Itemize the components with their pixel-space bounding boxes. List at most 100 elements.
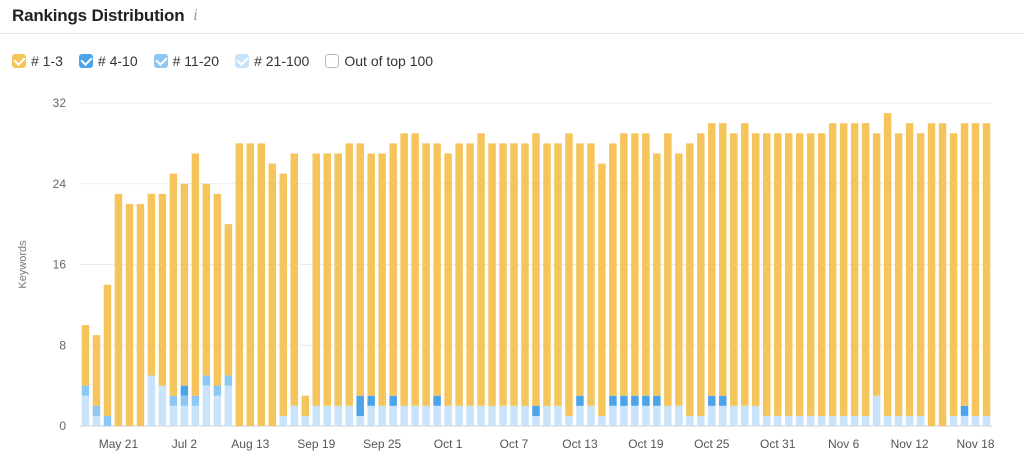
bar-segment[interactable] — [664, 133, 672, 406]
bar-segment[interactable] — [686, 415, 694, 426]
bar-segment[interactable] — [850, 123, 859, 416]
bar-segment[interactable] — [92, 415, 101, 426]
bar-segment[interactable] — [345, 405, 353, 426]
bar-segment[interactable] — [576, 143, 584, 396]
bar-segment[interactable] — [356, 143, 364, 396]
bar-segment[interactable] — [279, 173, 288, 416]
bar-segment[interactable] — [312, 405, 320, 426]
bar-segment[interactable] — [850, 415, 859, 426]
bar-segment[interactable] — [213, 385, 222, 396]
bar-segment[interactable] — [114, 193, 123, 426]
bar-segment[interactable] — [741, 405, 749, 426]
bar-segment[interactable] — [356, 415, 364, 426]
bar-segment[interactable] — [103, 284, 112, 416]
bar-segment[interactable] — [224, 375, 233, 386]
bar-segment[interactable] — [576, 405, 584, 426]
legend-item-top3[interactable]: # 1-3 — [12, 53, 63, 69]
bar-segment[interactable] — [191, 395, 200, 406]
legend-item-out-of-top100[interactable]: Out of top 100 — [325, 53, 433, 69]
bar-segment[interactable] — [389, 405, 397, 426]
bar-segment[interactable] — [982, 415, 991, 426]
bar-segment[interactable] — [675, 405, 683, 426]
bar-segment[interactable] — [477, 405, 485, 426]
bar-segment[interactable] — [565, 133, 573, 416]
bar-segment[interactable] — [488, 405, 496, 426]
bar-segment[interactable] — [202, 375, 211, 386]
bar-segment[interactable] — [773, 415, 782, 426]
bar-segment[interactable] — [839, 123, 848, 416]
bar-segment[interactable] — [279, 415, 288, 426]
bar-segment[interactable] — [653, 153, 661, 396]
bar-segment[interactable] — [400, 133, 408, 406]
bar-segment[interactable] — [971, 123, 980, 416]
checkbox-unchecked-icon[interactable] — [325, 54, 340, 68]
bar-segment[interactable] — [938, 123, 947, 426]
bar-segment[interactable] — [235, 143, 244, 426]
bar-segment[interactable] — [686, 143, 694, 416]
bar-segment[interactable] — [543, 143, 551, 406]
bar-segment[interactable] — [477, 133, 485, 406]
bar-segment[interactable] — [136, 203, 145, 426]
bar-segment[interactable] — [81, 325, 90, 386]
bar-segment[interactable] — [92, 405, 101, 416]
bar-segment[interactable] — [708, 395, 716, 406]
bar-segment[interactable] — [334, 153, 342, 406]
bar-segment[interactable] — [433, 405, 441, 426]
bar-segment[interactable] — [169, 405, 178, 426]
bar-segment[interactable] — [598, 415, 606, 426]
bar-segment[interactable] — [784, 415, 793, 426]
bar-segment[interactable] — [367, 405, 375, 426]
info-icon[interactable]: i — [193, 8, 198, 24]
bar-segment[interactable] — [147, 193, 156, 376]
bar-segment[interactable] — [828, 415, 837, 426]
bar-segment[interactable] — [620, 395, 628, 406]
bar-segment[interactable] — [323, 405, 331, 426]
bar-segment[interactable] — [587, 143, 595, 406]
bar-segment[interactable] — [719, 395, 727, 406]
bar-segment[interactable] — [301, 415, 309, 426]
bar-segment[interactable] — [246, 143, 255, 426]
bar-segment[interactable] — [411, 133, 419, 406]
bar-segment[interactable] — [773, 133, 782, 416]
bar-segment[interactable] — [334, 405, 342, 426]
bar-segment[interactable] — [949, 415, 958, 426]
bar-segment[interactable] — [290, 405, 299, 426]
bar-segment[interactable] — [455, 405, 463, 426]
bar-segment[interactable] — [521, 143, 529, 406]
bar-segment[interactable] — [905, 123, 914, 416]
bar-segment[interactable] — [224, 224, 233, 376]
bar-segment[interactable] — [620, 133, 628, 396]
bar-segment[interactable] — [982, 123, 991, 416]
bar-segment[interactable] — [158, 193, 167, 386]
bar-segment[interactable] — [960, 123, 969, 406]
bar-segment[interactable] — [466, 405, 474, 426]
bar-segment[interactable] — [817, 415, 826, 426]
checkbox-checked-icon[interactable] — [235, 53, 250, 68]
bar-segment[interactable] — [861, 123, 870, 416]
bar-segment[interactable] — [675, 153, 683, 406]
bar-segment[interactable] — [719, 405, 727, 426]
bar-segment[interactable] — [389, 395, 397, 406]
bar-segment[interactable] — [927, 123, 936, 426]
bar-segment[interactable] — [213, 395, 222, 426]
bar-segment[interactable] — [191, 405, 200, 426]
bar-segment[interactable] — [532, 133, 540, 406]
bar-segment[interactable] — [213, 193, 222, 386]
bar-segment[interactable] — [103, 415, 112, 426]
bar-segment[interactable] — [883, 113, 892, 416]
bar-segment[interactable] — [356, 395, 364, 416]
bar-segment[interactable] — [697, 133, 705, 416]
bar-segment[interactable] — [916, 133, 925, 416]
bar-segment[interactable] — [631, 405, 639, 426]
bar-segment[interactable] — [971, 415, 980, 426]
bar-segment[interactable] — [543, 405, 551, 426]
bar-segment[interactable] — [81, 395, 90, 426]
bar-segment[interactable] — [147, 375, 156, 426]
bar-segment[interactable] — [312, 153, 320, 406]
bar-segment[interactable] — [532, 405, 540, 416]
bar-segment[interactable] — [806, 133, 815, 416]
bar-segment[interactable] — [872, 395, 881, 426]
bar-segment[interactable] — [916, 415, 925, 426]
checkbox-checked-icon[interactable] — [12, 53, 26, 68]
bar-segment[interactable] — [378, 405, 386, 426]
